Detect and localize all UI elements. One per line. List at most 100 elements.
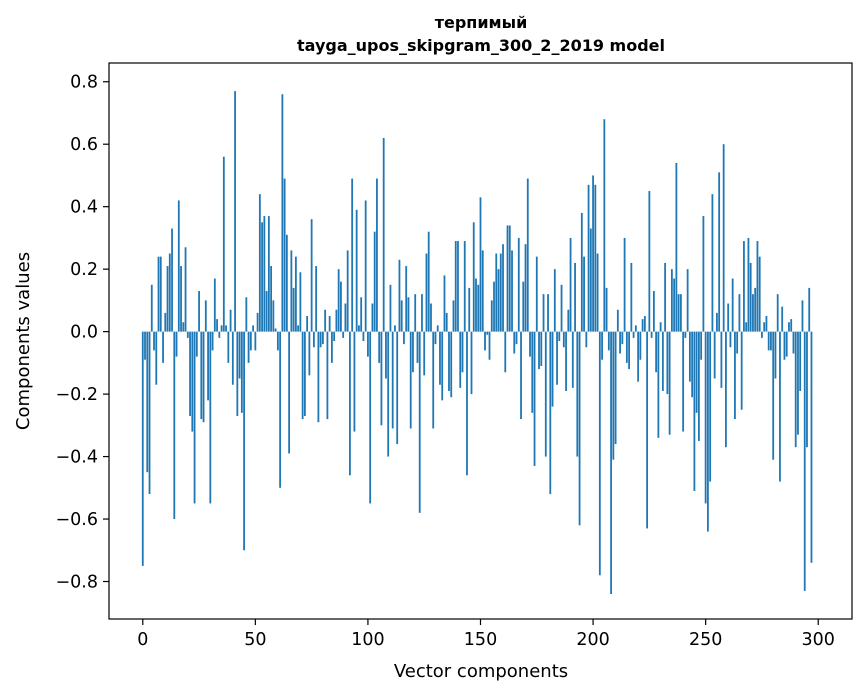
bar <box>704 331 707 504</box>
bar <box>303 331 306 416</box>
bar <box>711 194 714 332</box>
bar <box>772 331 775 460</box>
bar <box>416 331 419 363</box>
bar <box>549 331 552 495</box>
bar <box>168 253 171 332</box>
bar <box>340 281 342 332</box>
bar <box>394 325 396 332</box>
bar <box>785 331 788 357</box>
bar <box>425 253 428 332</box>
bar <box>373 231 376 332</box>
bar <box>177 200 180 332</box>
bar <box>740 331 743 410</box>
bar <box>182 322 185 332</box>
x-tick-label: 100 <box>351 630 384 650</box>
bar <box>745 322 748 332</box>
bar <box>587 184 590 332</box>
bar <box>535 256 538 332</box>
bar <box>184 247 187 332</box>
bar <box>382 137 385 332</box>
bar <box>673 278 676 332</box>
bar <box>526 178 529 332</box>
bar <box>403 331 405 345</box>
y-tick-label: −0.8 <box>56 573 99 593</box>
bar <box>380 331 383 426</box>
bar <box>790 319 793 332</box>
bar <box>497 269 500 332</box>
bar <box>213 278 216 332</box>
bar <box>450 331 453 398</box>
bar <box>319 331 322 348</box>
bar <box>189 331 191 416</box>
bar <box>180 266 182 332</box>
bar <box>472 222 475 332</box>
bar <box>688 331 691 382</box>
bar <box>652 291 655 332</box>
bar <box>175 331 178 357</box>
bar <box>619 331 621 354</box>
bar <box>567 309 570 332</box>
bar <box>643 316 646 332</box>
bar <box>220 325 223 332</box>
bar <box>195 331 198 357</box>
bar <box>285 234 288 332</box>
bar <box>468 287 471 332</box>
bar <box>731 278 734 332</box>
bar <box>700 331 703 360</box>
bar <box>193 331 196 504</box>
bar <box>767 331 770 351</box>
bar <box>797 331 799 435</box>
bar <box>614 331 617 445</box>
bar <box>788 322 790 332</box>
bar <box>418 331 421 513</box>
bar <box>513 331 516 354</box>
bar <box>583 256 585 332</box>
bar <box>529 331 531 357</box>
bar <box>333 331 336 341</box>
bar <box>364 200 367 332</box>
bar <box>765 316 768 332</box>
bar <box>594 184 597 332</box>
bar <box>734 331 736 420</box>
bar <box>252 325 254 332</box>
bar <box>533 331 536 466</box>
bar <box>387 331 390 457</box>
bar <box>153 331 155 351</box>
bar <box>702 216 705 332</box>
x-axis-label: Vector components <box>394 661 568 682</box>
bar <box>598 331 601 576</box>
bar <box>616 309 619 332</box>
bar <box>258 194 261 332</box>
bar <box>657 331 660 438</box>
x-tick-label: 50 <box>244 630 266 650</box>
bar <box>331 331 333 363</box>
bar <box>445 312 448 332</box>
bar <box>263 216 266 332</box>
bar <box>589 228 592 332</box>
bar <box>405 266 408 332</box>
bar <box>637 331 640 382</box>
bar <box>432 331 435 429</box>
bar <box>198 291 200 332</box>
bar <box>475 278 477 332</box>
bar <box>553 269 556 332</box>
bar <box>324 309 327 332</box>
bar <box>650 331 653 338</box>
bar <box>504 331 507 373</box>
bar <box>256 312 259 332</box>
bar <box>430 303 432 332</box>
bar <box>677 294 680 332</box>
bar <box>351 178 354 332</box>
bar <box>265 291 268 332</box>
bar <box>655 331 658 373</box>
bar <box>306 316 309 332</box>
bar <box>632 331 635 338</box>
bar <box>605 287 608 332</box>
bar <box>421 294 423 332</box>
bar <box>335 309 338 332</box>
bar <box>186 331 189 338</box>
bar <box>267 216 270 332</box>
bar <box>443 275 446 332</box>
bar <box>243 331 245 551</box>
bar <box>157 256 160 332</box>
